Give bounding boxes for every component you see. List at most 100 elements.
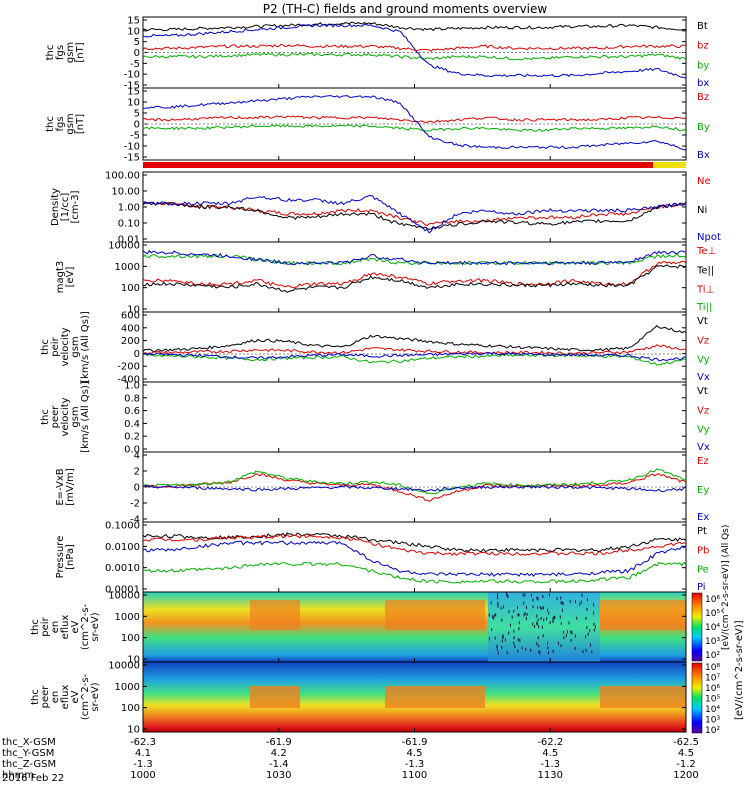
x-axis-table: thc_X-GSMthc_Y-GSMthc_Z-GSMhhmm-62.34.1-… bbox=[2, 737, 699, 781]
series-line-bt bbox=[142, 21, 687, 32]
colorbar-tick-label: 10⁵ bbox=[705, 695, 720, 705]
ylabel-line: gsm bbox=[65, 113, 76, 134]
noise-speckle bbox=[503, 605, 504, 609]
noise-speckle bbox=[560, 601, 562, 605]
noise-speckle bbox=[521, 646, 523, 650]
colorbar-tick-label: 10⁸ bbox=[705, 663, 720, 673]
ytick-label: 5 bbox=[134, 37, 140, 48]
ylabel-line: E=-VxB bbox=[55, 468, 66, 505]
panel-frame bbox=[142, 381, 687, 453]
noise-speckle bbox=[526, 605, 527, 609]
ytick-label: 10 bbox=[127, 98, 140, 109]
noise-speckle bbox=[502, 634, 504, 638]
panel-ylabel: thc peer velocity gsm [km/s (All Qs)] bbox=[40, 381, 91, 453]
noise-speckle bbox=[511, 615, 513, 619]
noise-speckle bbox=[563, 636, 565, 640]
ylabel-line: thc bbox=[45, 45, 56, 61]
noise-speckle bbox=[513, 636, 515, 640]
noise-speckle bbox=[518, 613, 520, 617]
log-trace bbox=[142, 260, 687, 289]
series-line-ey bbox=[142, 468, 687, 495]
ylabel-line: Density bbox=[50, 188, 61, 226]
noise-speckle bbox=[518, 627, 520, 631]
noise-speckle bbox=[581, 593, 583, 597]
ylabel-line: velocity bbox=[60, 397, 71, 436]
legend-label: Ez bbox=[697, 456, 709, 467]
colorbar-label: [eV/(cm^2-s-sr-eV)] bbox=[734, 620, 745, 720]
legend-label: bz bbox=[697, 41, 709, 52]
noise-speckle bbox=[491, 628, 493, 631]
log-trace bbox=[142, 532, 687, 553]
noise-speckle bbox=[532, 622, 534, 626]
noise-speckle bbox=[506, 594, 508, 598]
legend-label: Pb bbox=[697, 545, 709, 556]
date-label: 2016 Feb 22 bbox=[2, 773, 64, 784]
noise-speckle bbox=[537, 606, 538, 609]
noise-speckle bbox=[517, 613, 519, 617]
noise-speckle bbox=[559, 615, 561, 619]
noise-speckle bbox=[495, 613, 497, 617]
noise-speckle bbox=[580, 600, 582, 604]
noise-speckle bbox=[488, 637, 490, 641]
noise-speckle bbox=[549, 593, 550, 597]
noise-speckle bbox=[490, 601, 492, 605]
noise-speckle bbox=[585, 648, 587, 652]
noise-speckle bbox=[523, 613, 525, 617]
noise-speckle bbox=[506, 651, 508, 655]
legend-label: Vz bbox=[697, 405, 709, 416]
ytick-label: -4 bbox=[130, 515, 140, 526]
panel-ylabel: magt3 [eV] bbox=[55, 261, 76, 294]
xaxis-tick-value: -62.2 bbox=[537, 737, 563, 748]
noise-speckle bbox=[574, 634, 576, 638]
noise-speckle bbox=[590, 643, 591, 647]
colorbar-tick-label: 10³ bbox=[705, 716, 720, 726]
noise-speckle bbox=[556, 597, 558, 601]
ytick-label: 10000 bbox=[108, 591, 140, 602]
noise-speckle bbox=[494, 636, 496, 640]
noise-speckle bbox=[546, 617, 548, 621]
ytick-label: -10 bbox=[124, 70, 140, 81]
noise-speckle bbox=[542, 595, 544, 599]
noise-speckle bbox=[548, 611, 550, 615]
xaxis-tick-value: 1100 bbox=[402, 770, 427, 781]
ylabel-line: gsm bbox=[70, 336, 81, 357]
plot-panels: 151050-5-10-15151050-5-10-15100.0010.001… bbox=[105, 16, 687, 736]
ytick-label: 0.8 bbox=[124, 393, 140, 404]
noise-speckle bbox=[537, 597, 539, 601]
legend-label: Ex bbox=[697, 512, 709, 523]
ytick-label: 1000 bbox=[115, 262, 140, 273]
noise-speckle bbox=[557, 641, 559, 645]
log-trace bbox=[142, 561, 687, 584]
xaxis-tick-value: 4.2 bbox=[271, 748, 287, 759]
noise-speckle bbox=[541, 625, 543, 629]
xaxis-row-label: thc_X-GSM bbox=[2, 737, 56, 748]
noise-speckle bbox=[501, 645, 503, 649]
ytick-label: 4 bbox=[134, 451, 140, 462]
panel-ylabel: thc fgs gsm [nT] bbox=[45, 42, 86, 63]
ytick-label: 2 bbox=[134, 467, 140, 478]
ytick-label: 10 bbox=[127, 305, 140, 316]
legend-label: Vx bbox=[697, 442, 710, 453]
legend-label: Npot bbox=[697, 232, 721, 243]
colorbar-tick-label: 10² bbox=[705, 726, 720, 736]
ytick-label: 1.00 bbox=[118, 203, 140, 214]
ytick-label: 0 bbox=[134, 120, 140, 131]
noise-speckle bbox=[493, 616, 495, 620]
noise-speckle bbox=[491, 615, 493, 619]
noise-speckle bbox=[513, 629, 515, 633]
noise-speckle bbox=[513, 641, 515, 645]
noise-speckle bbox=[562, 630, 564, 634]
ytick-label: 100 bbox=[121, 703, 140, 714]
colorbar-tick-label: 10⁶ bbox=[705, 684, 720, 694]
noise-speckle bbox=[497, 601, 499, 605]
ylabel-line: en bbox=[50, 621, 61, 634]
ylabel-line: [km/s (All Qs)] bbox=[80, 381, 91, 453]
noise-speckle bbox=[574, 646, 576, 650]
legend-label: Vy bbox=[697, 355, 710, 366]
ylabel-line: velocity bbox=[60, 327, 71, 366]
noise-speckle bbox=[547, 608, 549, 612]
legend-label: bx bbox=[697, 78, 709, 89]
ytick-label: 10000 bbox=[108, 241, 140, 252]
ytick-label: 400 bbox=[121, 323, 140, 334]
